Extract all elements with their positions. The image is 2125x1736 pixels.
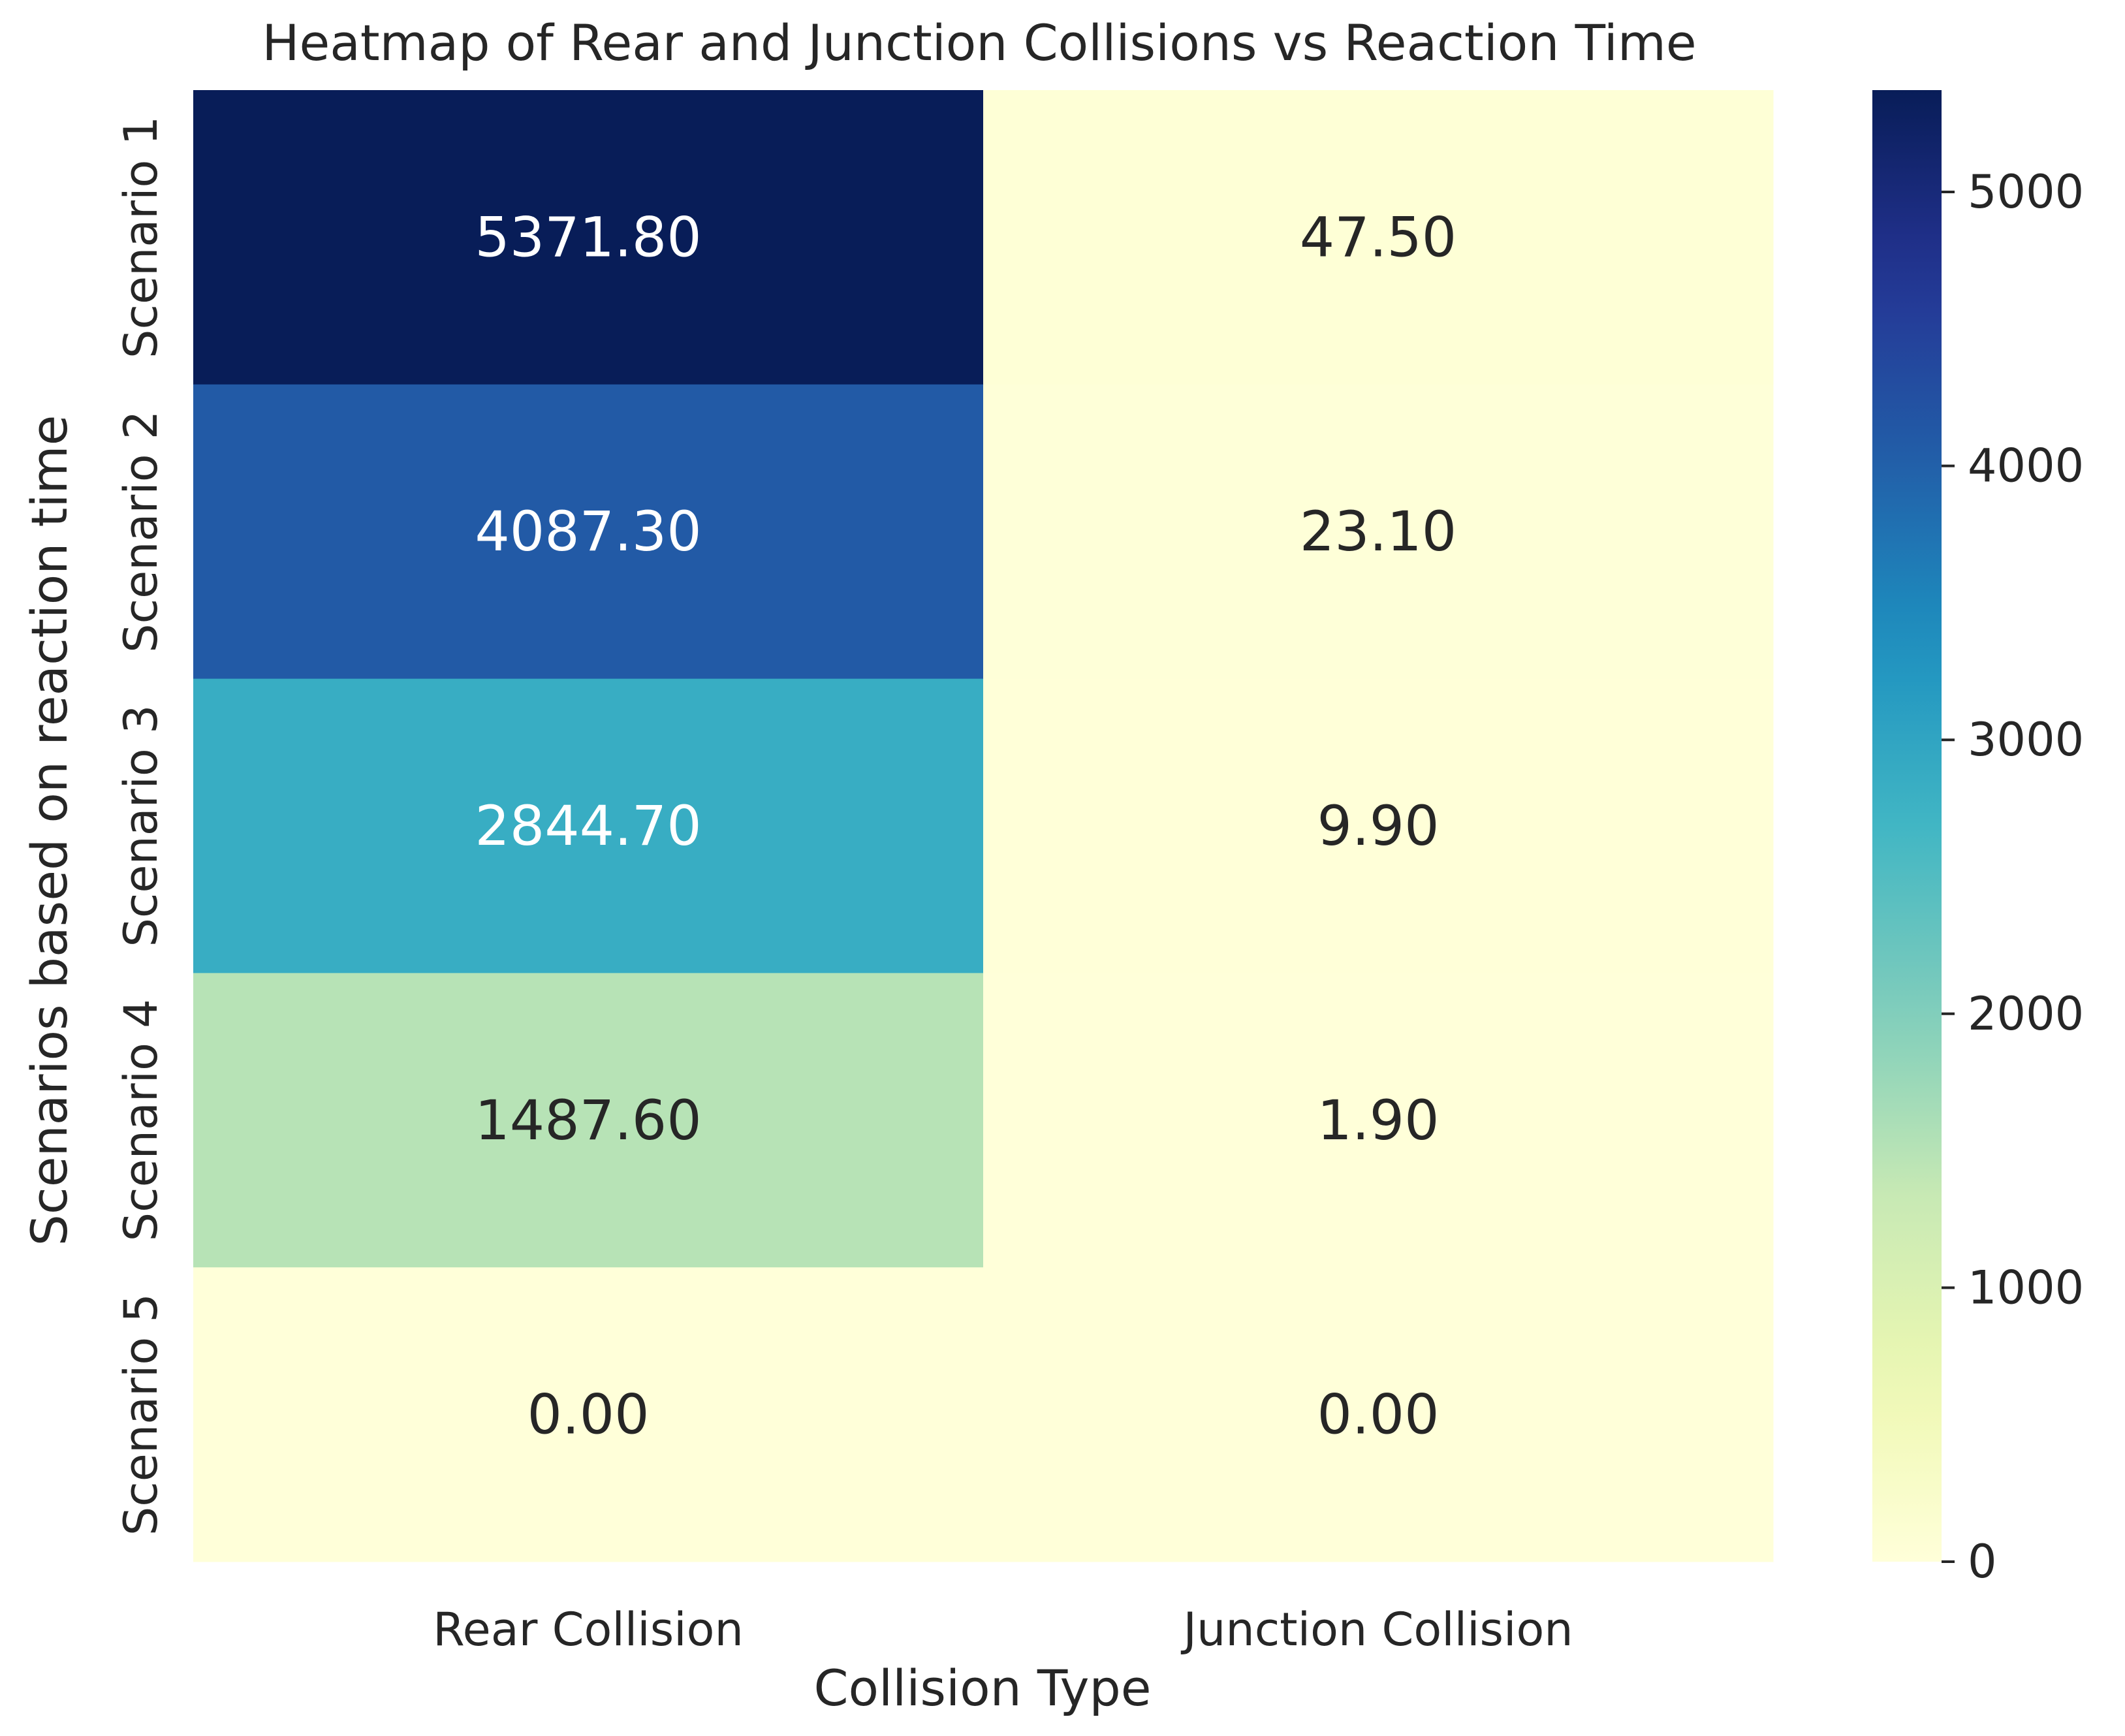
x-tick-label: Junction Collision (1180, 1603, 1573, 1656)
y-tick-label: Scenario 4 (114, 999, 168, 1241)
heatmap-cell (983, 678, 1774, 973)
colorbar-tick-label: 0 (1968, 1535, 1997, 1588)
y-axis-label: Scenarios based on reaction time (20, 415, 78, 1246)
heatmap-cell (193, 1267, 984, 1562)
heatmap-cell-labels: 5371.80 47.50 4087.30 23.10 2844.70 9.90 1487.… (475, 205, 1456, 1446)
colorbar (1872, 90, 1942, 1562)
heatmap-cell (983, 973, 1774, 1268)
colorbar-tick-label: 1000 (1968, 1261, 2084, 1314)
heatmap-cell (193, 678, 984, 973)
x-tick-label: Rear Collision (433, 1603, 744, 1656)
cell-value-label: 1487.60 (475, 1088, 701, 1152)
heatmap-cell (193, 90, 984, 385)
colorbar-tick-label: 3000 (1968, 713, 2084, 766)
y-tick-label: Scenario 3 (114, 704, 168, 947)
colorbar-ticks: 0 1000 2000 3000 4000 5000 (1942, 165, 2084, 1588)
cell-value-label: 47.50 (1300, 205, 1456, 269)
colorbar-tick-label: 2000 (1968, 987, 2084, 1041)
cell-value-label: 0.00 (527, 1383, 649, 1447)
y-tick-label: Scenario 2 (114, 411, 168, 653)
heatmap-cell (983, 90, 1774, 385)
cell-value-label: 5371.80 (475, 205, 701, 269)
heatmap-cell (983, 1267, 1774, 1562)
y-tick-label: Scenario 5 (114, 1293, 168, 1536)
heatmap-cell (193, 973, 984, 1268)
cell-value-label: 1.90 (1317, 1088, 1439, 1152)
cell-value-label: 0.00 (1317, 1383, 1439, 1447)
x-axis-label: Collision Type (813, 1659, 1151, 1717)
heatmap-cells (193, 90, 1774, 1562)
colorbar-tick-label: 4000 (1968, 439, 2084, 493)
x-axis-ticks: Rear Collision Junction Collision (433, 1603, 1573, 1656)
heatmap-cell (983, 384, 1774, 680)
cell-value-label: 4087.30 (475, 499, 701, 563)
cell-value-label: 2844.70 (475, 794, 701, 858)
cell-value-label: 23.10 (1300, 499, 1456, 563)
heatmap-cell (193, 384, 984, 680)
cell-value-label: 9.90 (1317, 794, 1439, 858)
colorbar-tick-label: 5000 (1968, 165, 2084, 219)
chart-title: Heatmap of Rear and Junction Collisions … (262, 14, 1696, 72)
y-axis-ticks: Scenario 1 Scenario 2 Scenario 3 Scenario 4… (114, 116, 168, 1536)
y-tick-label: Scenario 1 (114, 116, 168, 358)
